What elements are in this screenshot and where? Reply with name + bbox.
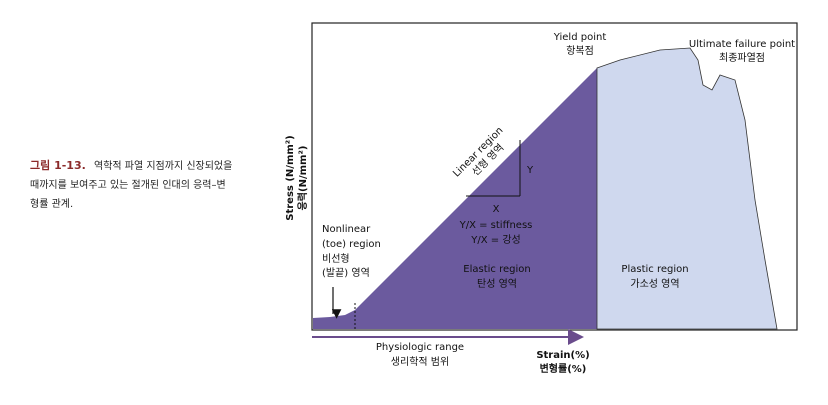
plastic-area: [596, 47, 778, 330]
annotation: 탄성 영역: [477, 278, 517, 290]
annotation: Y/X = stiffness: [459, 220, 533, 231]
x-axis-label: Strain(%): [536, 350, 589, 361]
caption-label: 그림 1-13.: [30, 159, 86, 172]
caption-line: 형률 관계.: [30, 198, 73, 210]
annotation: X: [493, 204, 500, 215]
annotation: Yield point: [553, 32, 607, 43]
y-axis-label: 응력(N/mm²): [297, 146, 309, 211]
annotation: Ultimate failure point: [689, 39, 795, 50]
annotation: 비선형: [322, 253, 350, 265]
annotation: Plastic region: [621, 264, 688, 275]
caption-line: 역학적 파열 지점까지 신장되었을: [94, 160, 232, 172]
annotation: 최종파열점: [719, 52, 765, 64]
annotation: 생리학적 범위: [391, 355, 449, 368]
annotation: (toe) region: [322, 239, 381, 250]
y-axis-label: Stress (N/mm²): [285, 135, 296, 220]
plot-frame: [311, 22, 798, 331]
caption-line: 때까지를 보여주고 있는 절개된 인대의 응력–변: [30, 178, 226, 191]
annotation: (발끝) 영역: [322, 267, 370, 279]
annotation: Y/X = 강성: [470, 234, 520, 246]
annotation: Elastic region: [463, 264, 530, 275]
elastic-area: [313, 68, 597, 329]
annotation: Physiologic range: [376, 342, 464, 353]
annotation: Nonlinear: [322, 224, 371, 235]
annotation: 항복점: [566, 45, 594, 57]
annotation: Y: [526, 165, 534, 176]
annotation: 가소성 영역: [630, 278, 679, 290]
x-axis-label: 변형률(%): [540, 362, 587, 375]
